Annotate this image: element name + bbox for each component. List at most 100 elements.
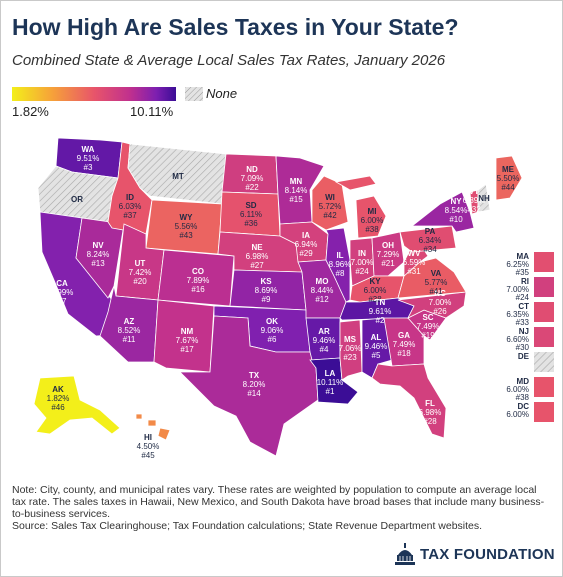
state-wi [311,175,349,231]
state-fl [371,363,447,439]
state-label-nh-abbr: NH [478,194,490,203]
state-label-la-rate: 10.11% [317,378,344,387]
state-label-ms-abbr: MS [344,335,357,344]
state-label-in-rank: #24 [355,267,369,276]
state-label-ak-abbr: AK [52,385,64,394]
state-label-vt-abbr: VT [469,187,479,196]
map-subtitle: Combined State & Average Local Sales Tax… [12,52,446,69]
state-label-ut-rank: #20 [133,277,147,286]
side-swatch-ct [534,302,554,322]
state-label-pa-abbr: PA [425,227,436,236]
state-label-ak-rate: 1.82% [47,394,70,403]
state-label-vt-rate: 6.39% [463,196,486,205]
state-label-va-abbr: VA [431,269,442,278]
state-label-az-rank: #11 [123,335,136,344]
state-label-nv-rank: #13 [91,259,105,268]
state-label-hi-rank: #45 [141,451,155,460]
side-swatch-ri [534,277,554,297]
state-label-mn-abbr: MN [290,177,303,186]
state-label-wi-abbr: WI [325,193,335,202]
state-label-nm-rate: 7.67% [176,336,199,345]
state-label-wv-rank: #31 [407,267,421,276]
state-label-mi-rate: 6.00% [361,216,384,225]
state-mi [334,175,387,239]
state-label-wy-abbr: WY [180,213,194,222]
state-ak [33,375,121,435]
state-label-ar-abbr: AR [318,327,330,336]
state-label-in-abbr: IN [358,249,366,258]
state-label-tx-rank: #14 [247,389,261,398]
side-label-ct-rate: 6.35% [506,310,529,319]
side-swatch-md [534,377,554,397]
state-nh [477,183,491,213]
state-label-co-abbr: CO [192,267,204,276]
state-tx [179,315,319,457]
state-label-id-rank: #37 [123,211,137,220]
footnote: Note: City, county, and municipal rates … [12,484,552,532]
state-label-sc-abbr: SC [422,313,433,322]
state-label-id-rate: 6.03% [119,202,142,211]
side-label-ri-rank: #24 [516,293,530,302]
side-label-ma-abbr: MA [517,252,530,261]
state-label-wv-abbr: WV [408,249,422,258]
state-label-az-rate: 8.52% [118,326,141,335]
side-label-dc-rate: 6.00% [506,410,529,419]
state-label-la-rank: #1 [326,387,335,396]
state-label-tn-rank: #2 [376,316,385,325]
state-label-co-rank: #16 [191,285,205,294]
state-label-hi-abbr: HI [144,433,152,442]
state-label-ga-rate: 7.49% [393,340,416,349]
state-label-ms-rank: #23 [343,353,357,362]
capitol-dome-icon [395,543,415,565]
state-label-vt-rank: #32 [467,205,481,214]
state-label-il-abbr: IL [336,251,343,260]
side-label-ma-rank: #35 [516,268,530,277]
logo-text: TAX FOUNDATION [420,546,555,563]
state-label-nm-abbr: NM [181,327,194,336]
side-label-dc-abbr: DC [517,402,529,411]
side-label-nj-abbr: NJ [519,327,529,336]
state-az [99,285,159,363]
state-label-fl-rank: #28 [423,417,437,426]
side-label-ri-rate: 7.00% [506,285,529,294]
state-label-tx-rate: 8.20% [243,380,266,389]
state-label-ny-abbr: NY [450,197,462,206]
state-label-mi-rank: #38 [365,225,379,234]
state-label-ga-rank: #18 [397,349,411,358]
state-label-oh-rank: #21 [381,259,395,268]
state-label-co-rate: 7.89% [187,276,210,285]
state-label-nd-abbr: ND [246,165,258,174]
side-label-md-abbr: MD [517,377,530,386]
state-label-mt-abbr: MT [172,172,184,181]
states-layer [33,137,523,457]
legend-min-label: 1.82% [12,104,49,119]
legend-gradient-bar [12,87,176,101]
side-label-ct-abbr: CT [518,302,529,311]
state-label-ak-rank: #46 [51,403,65,412]
footnote-note: Note: City, county, and municipal rates … [12,484,545,520]
state-label-wa-rank: #3 [84,163,93,172]
state-pa [399,225,457,253]
state-label-mn-rate: 8.14% [285,186,308,195]
state-label-oh-abbr: OH [382,241,394,250]
state-ms [339,319,363,381]
state-label-ca-abbr: CA [56,279,68,288]
state-label-ny-rank: #10 [449,215,463,224]
state-label-ok-rate: 9.06% [261,326,284,335]
state-label-ar-rate: 9.46% [313,336,336,345]
state-label-ny-rate: 8.54% [445,206,468,215]
state-label-oh-rate: 7.29% [377,250,400,259]
state-ga [383,317,425,367]
state-label-ky-rank: #38 [368,295,382,304]
state-label-hi-rate: 4.50% [137,442,160,451]
state-label-il-rank: #8 [336,269,345,278]
state-nm [153,299,215,373]
state-oh [371,231,405,277]
state-label-mn-rank: #15 [289,195,303,204]
state-label-mi-abbr: MI [368,207,377,216]
state-label-ok-abbr: OK [266,317,278,326]
state-label-nc-abbr: NC [434,289,446,298]
state-label-ne-rate: 6.98% [246,252,269,261]
state-label-sd-abbr: SD [245,201,256,210]
side-label-ma-rate: 6.25% [506,260,529,269]
